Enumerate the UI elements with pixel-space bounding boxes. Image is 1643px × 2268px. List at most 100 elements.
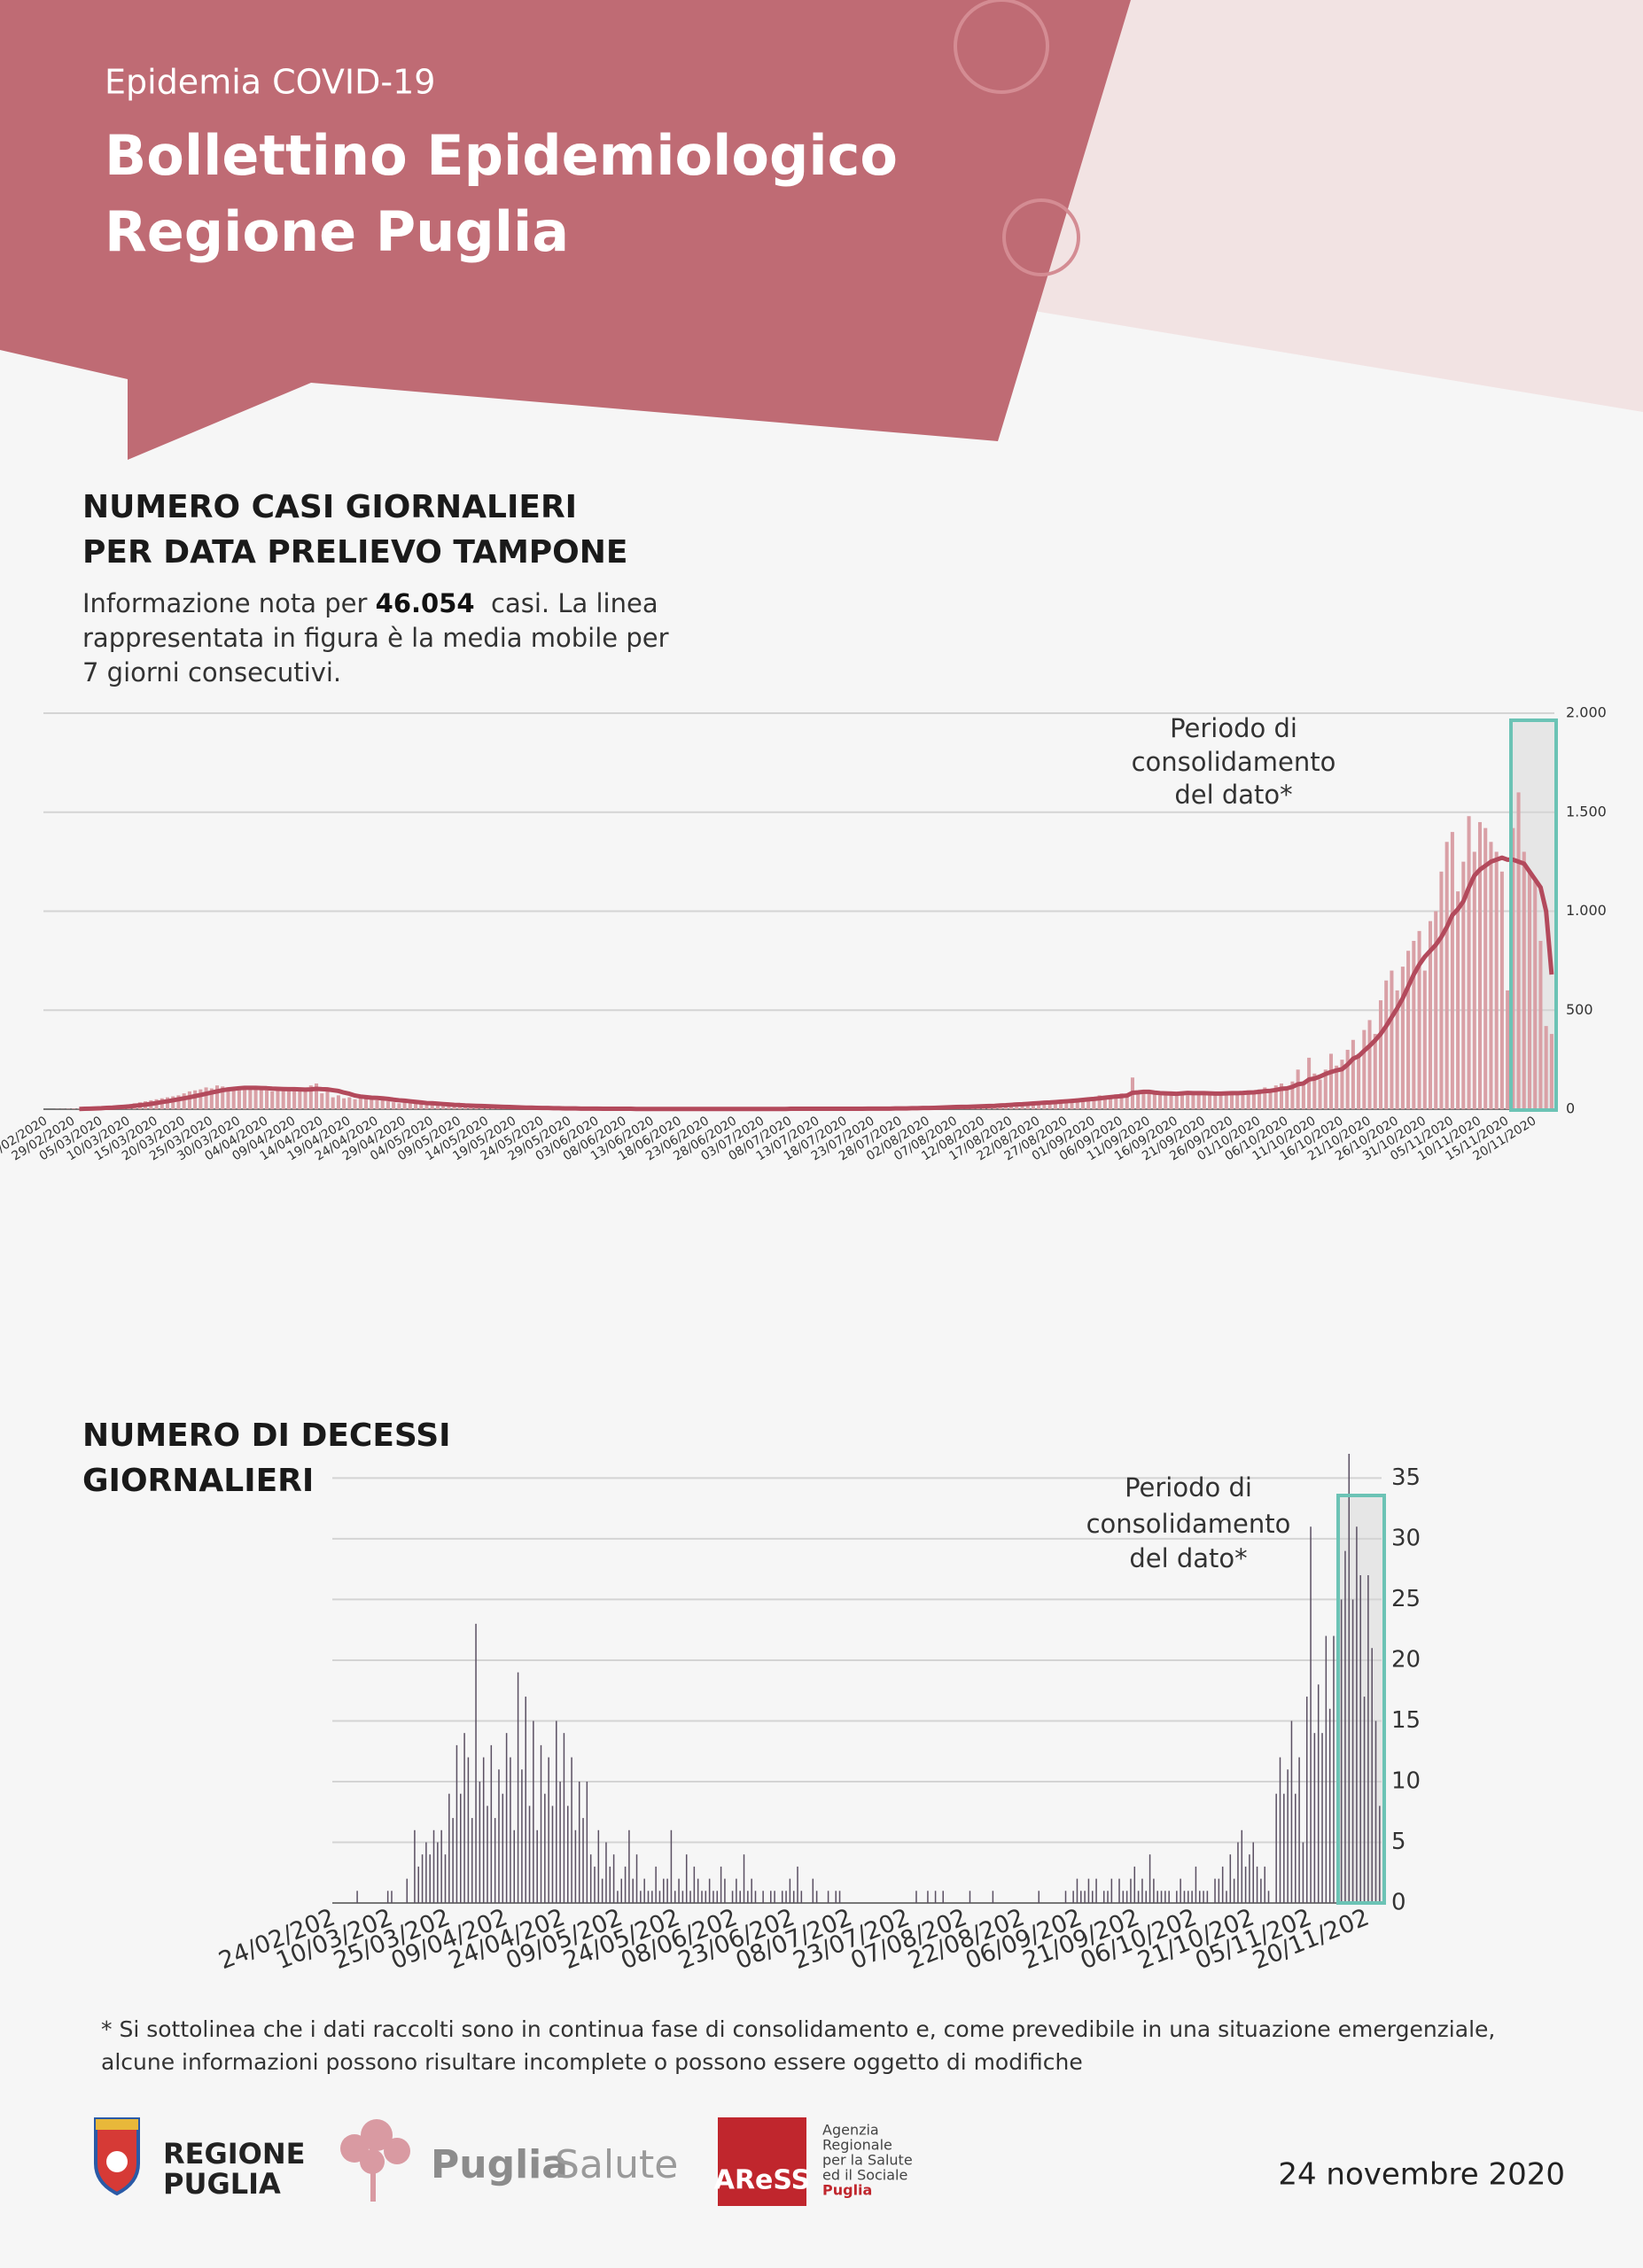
bar — [1168, 1891, 1170, 1903]
bar — [1153, 1878, 1155, 1903]
chart-title: PER DATA PRELIEVO TAMPONE — [82, 534, 627, 571]
bar — [934, 1891, 937, 1903]
bar — [1020, 1104, 1024, 1109]
bar — [800, 1891, 803, 1903]
bar — [1110, 1878, 1113, 1903]
bar — [270, 1091, 275, 1109]
bar — [1080, 1891, 1082, 1903]
bar — [1208, 1093, 1212, 1109]
bar — [612, 1854, 615, 1903]
bar — [414, 1103, 418, 1109]
bar — [314, 1083, 319, 1109]
bar — [1506, 990, 1510, 1109]
bar — [1221, 1866, 1224, 1903]
bar — [380, 1099, 385, 1109]
bar — [743, 1854, 745, 1903]
bar — [1092, 1098, 1096, 1109]
bar — [298, 1090, 302, 1109]
bar — [1102, 1891, 1105, 1903]
bar — [1064, 1891, 1067, 1903]
bar — [1290, 1720, 1293, 1903]
bar — [1206, 1891, 1209, 1903]
bar — [1434, 911, 1438, 1109]
bar — [276, 1089, 280, 1109]
virus-decoration — [954, 0, 1080, 276]
bar — [435, 1104, 440, 1109]
bar — [574, 1829, 577, 1903]
bar — [209, 1088, 214, 1109]
report-date: 24 novembre 2020 — [1278, 2157, 1565, 2193]
bar — [1047, 1103, 1052, 1109]
bar — [1344, 1550, 1346, 1903]
bar — [1149, 1854, 1151, 1903]
bar — [1203, 1891, 1204, 1903]
bar — [182, 1093, 186, 1109]
bar — [1141, 1091, 1146, 1109]
bar — [1345, 1049, 1350, 1109]
chart-subtitle: Informazione nota per 46.054 casi. La li… — [82, 586, 685, 690]
bar — [1130, 1878, 1132, 1903]
bar — [1164, 1891, 1166, 1903]
bar — [628, 1829, 630, 1903]
bar — [1371, 1648, 1373, 1903]
bar — [408, 1102, 412, 1109]
bar — [264, 1090, 269, 1109]
bar — [430, 1103, 434, 1109]
bar — [1321, 1733, 1323, 1903]
bar — [1472, 851, 1476, 1109]
bar — [1252, 1842, 1254, 1903]
bar — [1363, 1697, 1366, 1903]
bar — [1302, 1842, 1304, 1903]
bar — [1080, 1099, 1085, 1109]
bar — [1241, 1092, 1245, 1109]
annotation: del dato* — [1129, 1543, 1247, 1573]
bar — [463, 1106, 468, 1109]
y-tick-label: 5 — [1391, 1829, 1406, 1855]
bar — [1511, 827, 1515, 1109]
y-tick-label: 20 — [1391, 1646, 1421, 1673]
bar — [440, 1829, 442, 1903]
bar — [1235, 1093, 1240, 1109]
bar — [281, 1087, 285, 1109]
bar — [1296, 1069, 1300, 1109]
bar — [1107, 1891, 1109, 1903]
bar — [1295, 1793, 1296, 1903]
y-tick-label: 500 — [1566, 1001, 1593, 1018]
bar — [1233, 1878, 1235, 1903]
bar — [385, 1101, 390, 1109]
bar — [1084, 1891, 1086, 1903]
y-tick-label: 1.000 — [1566, 902, 1607, 919]
bar — [1335, 1065, 1339, 1109]
bar — [731, 1891, 734, 1903]
bar — [643, 1878, 645, 1903]
bar — [640, 1891, 642, 1903]
bar — [559, 1781, 561, 1903]
bar — [1226, 1891, 1227, 1903]
bar — [1268, 1090, 1273, 1109]
bar — [432, 1829, 435, 1903]
bar — [1359, 1575, 1361, 1903]
bar — [1237, 1842, 1239, 1903]
bar — [1141, 1878, 1143, 1903]
bar — [1351, 1599, 1354, 1903]
bar — [452, 1105, 456, 1109]
bar — [214, 1085, 220, 1109]
bar — [666, 1878, 668, 1903]
bar — [647, 1891, 650, 1903]
header-kicker: Epidemia COVID-19 — [105, 63, 435, 102]
bar — [353, 1099, 357, 1109]
bar — [417, 1866, 419, 1903]
bar — [1450, 832, 1454, 1109]
puglia-salute-logo — [340, 2119, 410, 2202]
bar — [375, 1099, 379, 1109]
bar — [1489, 842, 1493, 1109]
bar — [1544, 1026, 1548, 1109]
bar — [1097, 1095, 1102, 1109]
bar — [1267, 1891, 1270, 1903]
bar — [1406, 951, 1411, 1109]
bar — [386, 1891, 389, 1903]
bar — [392, 1102, 396, 1109]
chart-title: GIORNALIERI — [82, 1463, 314, 1499]
bar — [1064, 1099, 1069, 1109]
bar — [701, 1891, 703, 1903]
